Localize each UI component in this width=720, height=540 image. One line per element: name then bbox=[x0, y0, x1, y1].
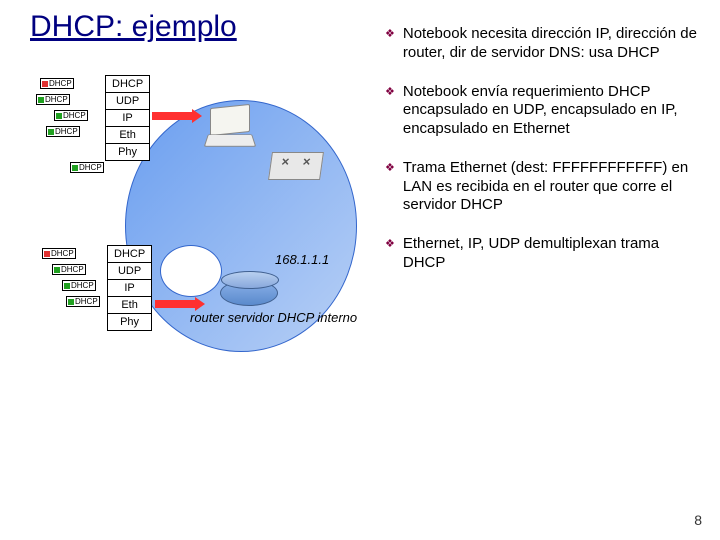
bullet-text: Notebook necesita dirección IP, direcció… bbox=[403, 25, 705, 63]
switch-icon bbox=[268, 152, 324, 180]
bullet-marker-icon: ❖ bbox=[385, 162, 395, 215]
dhcp-tag: DHCP bbox=[40, 78, 74, 89]
bullet-item: ❖Ethernet, IP, UDP demultiplexan trama D… bbox=[385, 235, 705, 273]
protocol-stack-top: DHCP UDP IP Eth Phy bbox=[105, 75, 150, 161]
dhcp-tag: DHCP bbox=[66, 296, 100, 307]
lan-cloud-inner bbox=[160, 245, 222, 297]
dhcp-tag: DHCP bbox=[46, 126, 80, 137]
dhcp-tag: DHCP bbox=[54, 110, 88, 121]
encap-color-icon bbox=[54, 267, 60, 273]
router-caption: router servidor DHCP interno bbox=[190, 310, 360, 325]
bullet-text: Trama Ethernet (dest: FFFFFFFFFFFF) en L… bbox=[403, 159, 705, 215]
layer-cell: IP bbox=[108, 280, 152, 297]
diagram-area: DHCP UDP IP Eth Phy DHCP UDP IP Eth Phy … bbox=[30, 70, 370, 390]
bullet-item: ❖Notebook necesita dirección IP, direcci… bbox=[385, 25, 705, 63]
bullet-text: Ethernet, IP, UDP demultiplexan trama DH… bbox=[403, 235, 705, 273]
bullet-marker-icon: ❖ bbox=[385, 86, 395, 139]
slide-title: DHCP: ejemplo bbox=[30, 10, 237, 44]
layer-cell: UDP bbox=[108, 263, 152, 280]
arrow-top bbox=[152, 112, 194, 120]
bullet-item: ❖Notebook envía requerimiento DHCP encap… bbox=[385, 83, 705, 139]
encap-color-icon bbox=[68, 299, 74, 305]
page-number: 8 bbox=[694, 512, 702, 528]
encap-color-icon bbox=[42, 81, 48, 87]
bullet-marker-icon: ❖ bbox=[385, 238, 395, 273]
layer-cell: UDP bbox=[106, 93, 150, 110]
bullet-item: ❖Trama Ethernet (dest: FFFFFFFFFFFF) en … bbox=[385, 159, 705, 215]
router-icon bbox=[220, 280, 278, 306]
encap-color-icon bbox=[72, 165, 78, 171]
encap-color-icon bbox=[56, 113, 62, 119]
bullet-marker-icon: ❖ bbox=[385, 28, 395, 63]
dhcp-tag: DHCP bbox=[36, 94, 70, 105]
encap-color-icon bbox=[64, 283, 70, 289]
layer-cell: Phy bbox=[108, 314, 152, 331]
bullet-text: Notebook envía requerimiento DHCP encaps… bbox=[403, 83, 705, 139]
encap-color-icon bbox=[44, 251, 50, 257]
layer-cell: Eth bbox=[106, 127, 150, 144]
encap-color-icon bbox=[38, 97, 44, 103]
arrow-bottom bbox=[155, 300, 197, 308]
dhcp-tag: DHCP bbox=[52, 264, 86, 275]
laptop-icon bbox=[210, 106, 254, 148]
layer-cell: Phy bbox=[106, 144, 150, 161]
dhcp-tag: DHCP bbox=[62, 280, 96, 291]
dhcp-tag: DHCP bbox=[70, 162, 104, 173]
dhcp-tag: DHCP bbox=[42, 248, 76, 259]
layer-cell: DHCP bbox=[108, 246, 152, 263]
protocol-stack-bottom: DHCP UDP IP Eth Phy bbox=[107, 245, 152, 331]
router-ip-label: 168.1.1.1 bbox=[275, 252, 329, 267]
layer-cell: IP bbox=[106, 110, 150, 127]
encap-color-icon bbox=[48, 129, 54, 135]
bullet-list: ❖Notebook necesita dirección IP, direcci… bbox=[385, 25, 705, 293]
layer-cell: DHCP bbox=[106, 76, 150, 93]
layer-cell: Eth bbox=[108, 297, 152, 314]
